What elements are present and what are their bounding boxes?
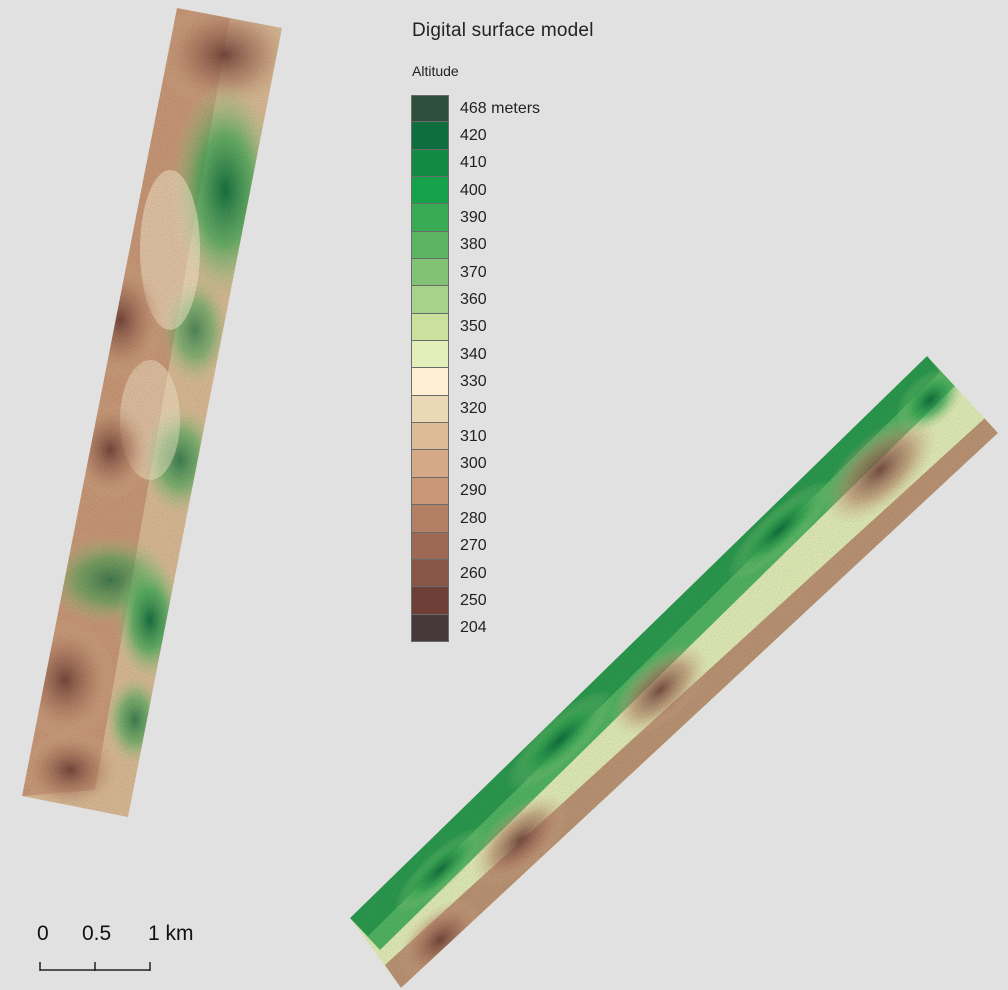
legend-swatch — [411, 341, 449, 369]
legend-swatch — [411, 587, 449, 615]
legend-item: 260 — [411, 559, 540, 588]
legend-item: 204 — [411, 614, 540, 642]
legend-label: 360 — [460, 291, 487, 309]
legend-swatch — [411, 559, 449, 588]
legend-label: 370 — [460, 263, 487, 281]
legend-item: 270 — [411, 532, 540, 560]
legend-swatch — [411, 423, 449, 451]
legend-swatch — [411, 177, 449, 205]
legend-item: 340 — [411, 341, 540, 369]
legend-label: 330 — [460, 373, 487, 391]
legend-swatch — [411, 95, 449, 123]
scale-label-0: 0 — [37, 922, 49, 945]
legend-swatch — [411, 259, 449, 287]
legend-swatch — [411, 286, 449, 314]
map-title: Digital surface model — [412, 20, 594, 41]
scale-label-half: 0.5 — [82, 922, 112, 945]
legend-label: 270 — [460, 537, 487, 555]
legend-item: 300 — [411, 450, 540, 478]
legend-item: 290 — [411, 477, 540, 506]
legend-swatch — [411, 395, 449, 424]
legend-item: 370 — [411, 259, 540, 287]
scale-bar-graphic — [39, 962, 151, 971]
legend-label: 290 — [460, 482, 487, 500]
legend-item: 360 — [411, 286, 540, 314]
legend-label: 280 — [460, 509, 487, 527]
legend-label: 310 — [460, 427, 487, 445]
legend-label: 468 meters — [460, 99, 541, 117]
legend-swatch — [411, 204, 449, 232]
legend-label: 390 — [460, 209, 487, 227]
legend-swatch — [411, 122, 449, 150]
legend-item: 400 — [411, 177, 540, 205]
legend-label: 260 — [460, 564, 487, 582]
legend-item: 410 — [411, 149, 540, 178]
legend-item: 380 — [411, 231, 540, 260]
legend-label: 250 — [460, 591, 487, 609]
legend-item: 350 — [411, 313, 540, 342]
legend-swatch — [411, 149, 449, 178]
legend-label: 400 — [460, 181, 487, 199]
legend-item: 310 — [411, 423, 540, 451]
legend-item: 250 — [411, 587, 540, 615]
legend-label: 380 — [460, 236, 487, 254]
legend-item: 420 — [411, 122, 540, 150]
legend-item: 468 meters — [411, 95, 541, 123]
legend-swatch — [411, 477, 449, 506]
legend-label: 340 — [460, 345, 487, 363]
scale-label-1km: 1 km — [148, 922, 194, 945]
legend-label: 300 — [460, 455, 487, 473]
legend-item: 280 — [411, 505, 540, 533]
legend-label: 350 — [460, 318, 487, 336]
legend-label: 420 — [460, 127, 487, 145]
legend-item: 390 — [411, 204, 540, 232]
legend-swatch — [411, 313, 449, 342]
legend-swatch — [411, 450, 449, 478]
legend-label: 410 — [460, 154, 487, 172]
altitude-legend: 468 meters 420 410 400 390 380 370 360 350 340 330… — [411, 95, 540, 642]
scale-bar: 0 0.5 1 km — [37, 922, 240, 948]
legend-item: 320 — [411, 395, 540, 424]
legend-title: Altitude — [412, 63, 459, 79]
legend-swatch — [411, 231, 449, 260]
legend-swatch — [411, 368, 449, 396]
legend-swatch — [411, 614, 449, 642]
legend-swatch — [411, 532, 449, 560]
legend-label: 204 — [460, 619, 487, 637]
legend-item: 330 — [411, 368, 540, 396]
legend-swatch — [411, 505, 449, 533]
legend-label: 320 — [460, 400, 487, 418]
left-raster-strip — [22, 8, 282, 817]
